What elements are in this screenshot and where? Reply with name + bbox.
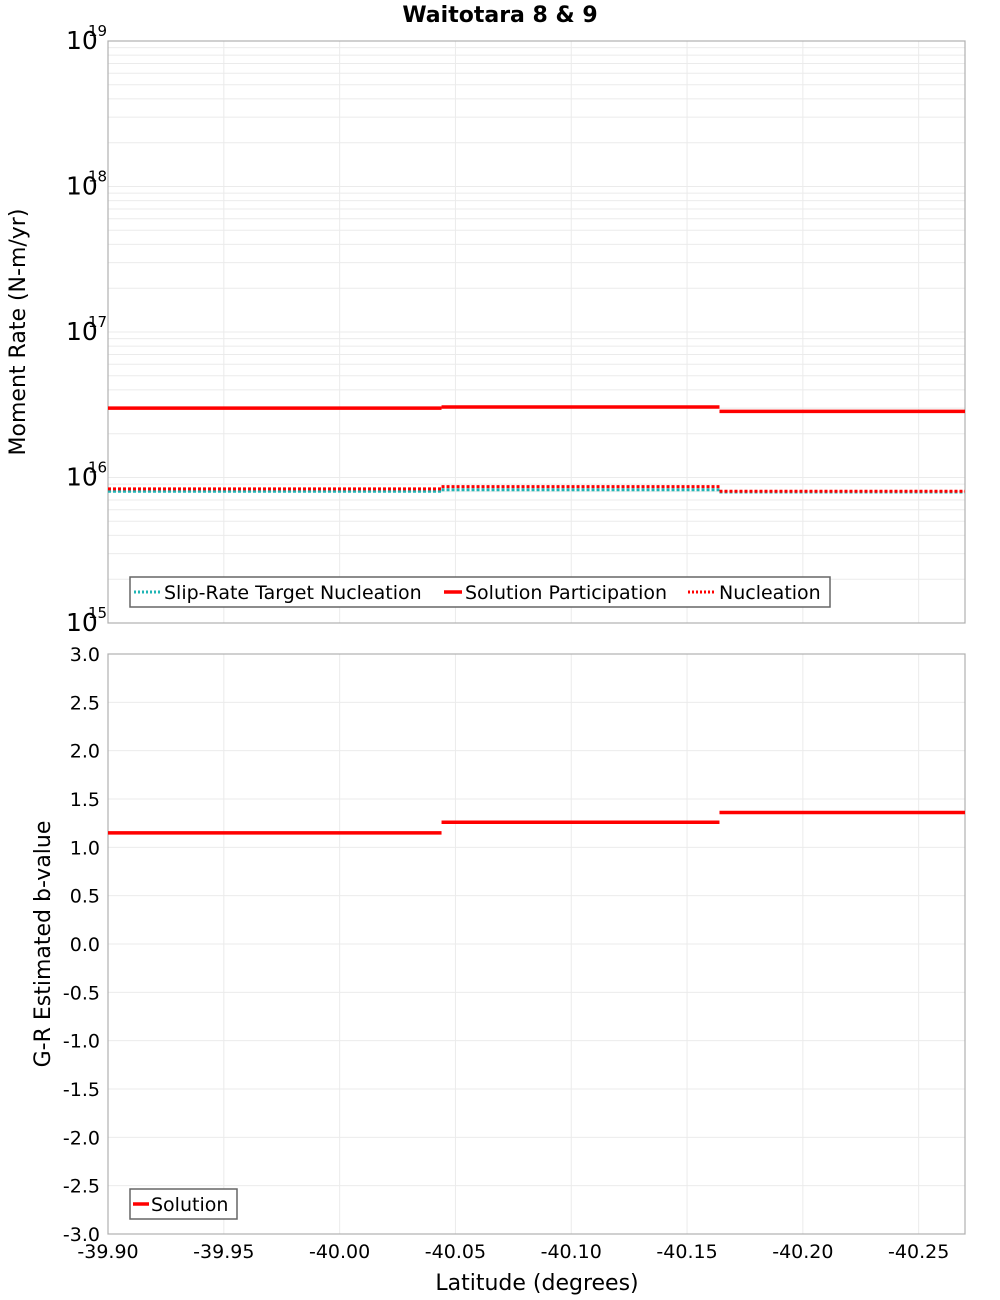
legend-label-solution: Solution [151,1194,228,1216]
top-gridlines [107,41,965,624]
top-legend-box [129,576,831,608]
y-tick-exponent: 18 [88,168,107,186]
y-tick-label: 2.0 [70,741,100,763]
y-tick-label: 0.5 [70,886,100,908]
x-axis-label: Latitude (degrees) [435,1271,638,1296]
legend-label-participation: Solution Participation [465,582,667,604]
y-tick-label: 0.0 [70,934,100,956]
x-tick-label: -40.00 [309,1241,370,1263]
legend-label-nucleation: Nucleation [719,582,821,604]
legend-label-target: Slip-Rate Target Nucleation [164,582,422,604]
x-tick-label: -40.10 [541,1241,602,1263]
y-tick-label: -2.0 [63,1127,100,1149]
y-tick-exponent: 17 [88,313,107,331]
y-tick-label: 10 [66,317,98,346]
y-tick-label: 10 [66,608,98,637]
bottom-plot-frame [107,653,966,1235]
y-tick-exponent: 16 [88,459,107,477]
y-tick-label: -1.5 [63,1079,100,1101]
top-series [108,405,965,494]
y-tick-label: -0.5 [63,982,100,1004]
bottom-series [108,810,965,835]
y-tick-label: 1.5 [70,789,100,811]
y-tick-label: -1.0 [63,1031,100,1053]
x-tick-label: -39.90 [77,1241,138,1263]
y-tick-label: 10 [66,172,98,201]
y-tick-label: 1.0 [70,837,100,859]
y-tick-label: -3.0 [63,1224,100,1246]
top-y-axis-label: Moment Rate (N-m/yr) [6,209,31,456]
y-tick-exponent: 19 [88,22,107,40]
y-tick-label: 10 [66,463,98,492]
y-tick-exponent: 15 [88,604,107,622]
bottom-y-tick-labels: 3.0 2.5 2.0 1.5 1.0 0.5 0.0 -0.5 -1.0 -1.5 -2.0 -2.… [63,644,100,1246]
chart-title: Waitotara 8 & 9 [402,3,597,28]
bottom-panel: 3.0 2.5 2.0 1.5 1.0 0.5 0.0 -0.5 -1.0 -1.5 -2.0 -2.… [31,644,966,1296]
bottom-gridlines [107,653,965,1235]
y-tick-label: 10 [66,26,98,55]
y-tick-label: -2.5 [63,1176,100,1198]
y-tick-label: 3.0 [70,644,100,666]
x-tick-label: -40.20 [772,1241,833,1263]
bottom-legend: Solution [129,1188,238,1220]
x-tick-label: -40.05 [425,1241,486,1263]
y-tick-label: 2.5 [70,692,100,714]
x-tick-labels: -39.90 -39.95 -40.00 -40.05 -40.10 -40.15 -40.… [77,1241,949,1263]
top-legend: Slip-Rate Target Nucleation Solution Par… [129,576,831,608]
x-tick-label: -39.95 [193,1241,254,1263]
bottom-y-axis-label: G-R Estimated b-value [31,821,56,1068]
x-tick-label: -40.25 [888,1241,949,1263]
x-tick-label: -40.15 [656,1241,717,1263]
top-plot-frame [107,40,966,624]
